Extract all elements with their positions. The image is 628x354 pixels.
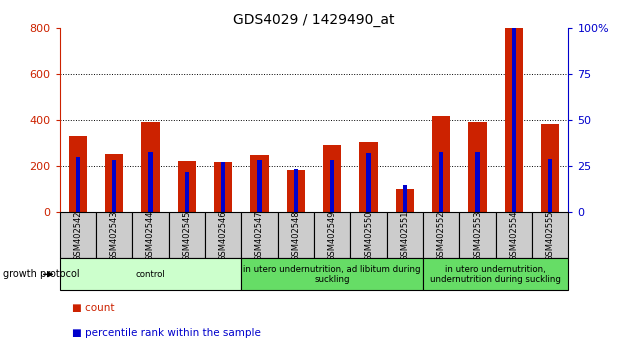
Text: GSM402550: GSM402550 (364, 210, 373, 261)
Bar (169, 212, 205, 258)
Bar (75, 157, 80, 212)
Text: GSM402551: GSM402551 (400, 210, 409, 261)
Bar (403, 185, 407, 212)
Bar (205, 212, 241, 258)
Text: GSM402545: GSM402545 (182, 210, 192, 261)
Bar (105, 154, 123, 212)
Text: GSM402549: GSM402549 (328, 210, 337, 261)
Text: GSM402553: GSM402553 (473, 210, 482, 261)
Text: growth protocol: growth protocol (3, 269, 80, 279)
Text: GSM402554: GSM402554 (509, 210, 518, 261)
Bar (314, 212, 350, 258)
Text: ■ count: ■ count (72, 303, 115, 313)
Text: GSM402548: GSM402548 (291, 210, 300, 261)
Bar (294, 169, 298, 212)
Bar (68, 137, 87, 212)
Bar (468, 122, 487, 212)
Bar (141, 122, 160, 212)
Bar (221, 162, 225, 212)
Bar (241, 212, 278, 258)
Bar (532, 212, 568, 258)
Bar (495, 212, 532, 258)
Text: in utero undernutrition, ad libitum during
suckling: in utero undernutrition, ad libitum duri… (244, 265, 421, 284)
Bar (505, 28, 523, 212)
Text: GSM402546: GSM402546 (219, 210, 228, 261)
Bar (251, 155, 269, 212)
Bar (214, 162, 232, 212)
Bar (60, 258, 241, 290)
Bar (323, 144, 341, 212)
Text: control: control (136, 270, 165, 279)
Bar (359, 142, 377, 212)
Bar (366, 153, 371, 212)
Bar (112, 160, 116, 212)
Bar (178, 161, 196, 212)
Text: GSM402544: GSM402544 (146, 210, 155, 261)
Bar (396, 189, 414, 212)
Bar (423, 258, 568, 290)
Bar (278, 212, 314, 258)
Bar (330, 160, 334, 212)
Bar (350, 212, 387, 258)
Text: GSM402547: GSM402547 (255, 210, 264, 261)
Bar (512, 28, 516, 212)
Bar (459, 212, 495, 258)
Text: GSM402543: GSM402543 (110, 210, 119, 261)
Bar (548, 160, 553, 212)
Text: GSM402555: GSM402555 (546, 210, 555, 261)
Bar (432, 116, 450, 212)
Bar (423, 212, 459, 258)
Text: ■ percentile rank within the sample: ■ percentile rank within the sample (72, 328, 261, 338)
Bar (185, 172, 189, 212)
Bar (60, 212, 96, 258)
Bar (439, 152, 443, 212)
Bar (257, 160, 262, 212)
Bar (96, 212, 133, 258)
Bar (133, 212, 169, 258)
Bar (541, 124, 560, 212)
Title: GDS4029 / 1429490_at: GDS4029 / 1429490_at (233, 13, 395, 27)
Text: in utero undernutrition,
undernutrition during suckling: in utero undernutrition, undernutrition … (430, 265, 561, 284)
Bar (148, 152, 153, 212)
Text: GSM402542: GSM402542 (73, 210, 82, 261)
Text: GSM402552: GSM402552 (436, 210, 446, 261)
Bar (475, 152, 480, 212)
Bar (287, 170, 305, 212)
Bar (241, 258, 423, 290)
Bar (387, 212, 423, 258)
